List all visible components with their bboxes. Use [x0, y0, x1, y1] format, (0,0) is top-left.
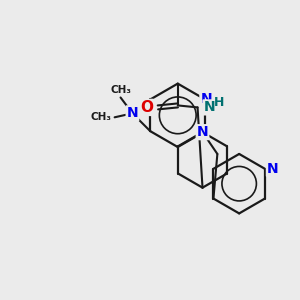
- Text: N: N: [197, 125, 208, 139]
- Text: N: N: [203, 100, 215, 114]
- Text: N: N: [127, 106, 138, 120]
- Text: CH₃: CH₃: [91, 112, 112, 122]
- Text: CH₃: CH₃: [110, 85, 131, 94]
- Text: N: N: [200, 92, 212, 106]
- Text: N: N: [267, 162, 278, 176]
- Text: O: O: [140, 100, 153, 115]
- Text: H: H: [213, 96, 224, 109]
